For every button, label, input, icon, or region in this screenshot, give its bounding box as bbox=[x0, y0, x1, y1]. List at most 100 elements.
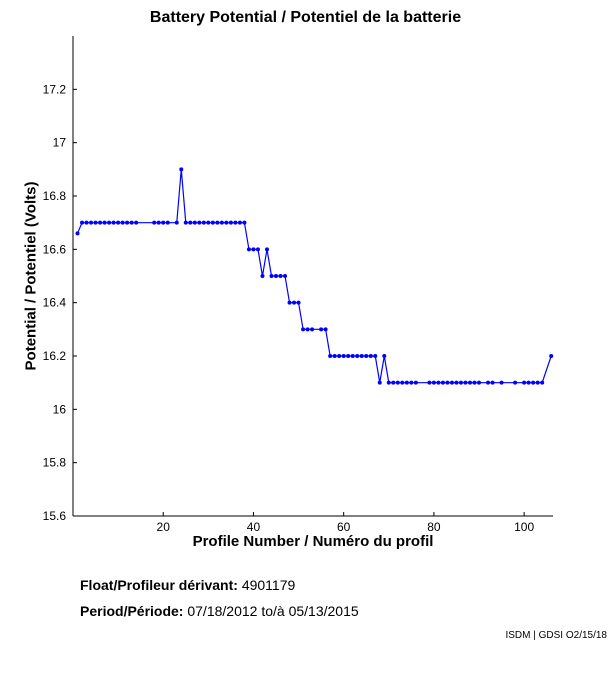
data-point bbox=[242, 220, 247, 225]
data-point bbox=[301, 327, 306, 332]
data-point bbox=[179, 167, 184, 172]
credit-text: ISDM | GDSI O2/15/18 bbox=[505, 630, 607, 641]
data-point bbox=[458, 380, 463, 385]
series-line bbox=[76, 169, 552, 384]
data-point bbox=[368, 354, 373, 358]
data-point bbox=[246, 247, 251, 252]
data-point bbox=[215, 220, 220, 225]
data-point bbox=[337, 354, 342, 358]
x-tick-label: 20 bbox=[157, 520, 171, 534]
data-point bbox=[440, 380, 445, 385]
data-point bbox=[436, 380, 441, 385]
data-point bbox=[499, 380, 504, 385]
data-point bbox=[278, 274, 283, 278]
data-point bbox=[89, 220, 94, 225]
period-info: Period/Période: 07/18/2012 to/à 05/13/20… bbox=[80, 603, 359, 619]
data-point bbox=[201, 220, 206, 225]
data-point bbox=[84, 220, 89, 225]
period-end: 05/13/2015 bbox=[288, 603, 359, 619]
data-point bbox=[80, 220, 85, 225]
data-point bbox=[260, 274, 265, 278]
data-point bbox=[310, 327, 315, 332]
data-point bbox=[413, 380, 418, 385]
data-point bbox=[382, 354, 387, 358]
chart-title: Battery Potential / Potentiel de la batt… bbox=[149, 9, 462, 26]
data-point bbox=[75, 231, 80, 236]
data-point bbox=[102, 220, 107, 225]
data-point bbox=[431, 380, 436, 385]
y-tick-label: 16.8 bbox=[43, 189, 67, 203]
data-point bbox=[332, 354, 337, 358]
data-point bbox=[467, 380, 472, 385]
data-point bbox=[549, 354, 554, 358]
y-tick-label: 15.6 bbox=[43, 509, 67, 523]
data-point bbox=[535, 380, 540, 385]
data-point bbox=[283, 274, 288, 278]
data-point bbox=[116, 220, 121, 225]
y-tick-label: 16.2 bbox=[43, 349, 67, 363]
period-sep: to/à bbox=[261, 603, 285, 619]
data-point bbox=[183, 220, 188, 225]
data-point bbox=[287, 300, 292, 305]
data-point bbox=[210, 220, 215, 225]
data-point bbox=[350, 354, 355, 358]
data-point bbox=[156, 220, 161, 225]
y-tick-label: 17.2 bbox=[43, 82, 67, 96]
y-tick-label: 17 bbox=[53, 136, 67, 150]
data-point bbox=[427, 380, 432, 385]
data-point bbox=[255, 247, 260, 252]
y-tick-label: 16 bbox=[53, 402, 67, 416]
float-info: Float/Profileur dérivant: 4901179 bbox=[80, 577, 295, 593]
data-point bbox=[111, 220, 116, 225]
y-tick-label: 15.8 bbox=[43, 456, 67, 470]
data-point bbox=[445, 380, 450, 385]
data-point bbox=[233, 220, 238, 225]
x-axis-label: Profile Number / Numéro du profil bbox=[192, 533, 434, 550]
data-point bbox=[98, 220, 103, 225]
data-point bbox=[296, 300, 301, 305]
data-point bbox=[224, 220, 229, 225]
data-point bbox=[319, 327, 324, 332]
data-point bbox=[486, 380, 491, 385]
data-point bbox=[472, 380, 477, 385]
float-value: 4901179 bbox=[241, 577, 296, 593]
data-point bbox=[274, 274, 279, 278]
data-point bbox=[346, 354, 351, 358]
y-axis-label: Potential / Potentiel (Volts) bbox=[22, 181, 40, 371]
data-point bbox=[292, 300, 297, 305]
data-point bbox=[174, 220, 179, 225]
y-tick-label: 16.6 bbox=[43, 242, 67, 256]
data-point bbox=[522, 380, 527, 385]
data-point bbox=[391, 380, 396, 385]
data-point bbox=[264, 247, 269, 252]
x-tick-label: 60 bbox=[337, 520, 351, 534]
x-tick-label: 80 bbox=[427, 520, 441, 534]
data-point bbox=[341, 354, 346, 358]
data-point bbox=[386, 380, 391, 385]
data-point bbox=[206, 220, 211, 225]
data-point bbox=[404, 380, 409, 385]
data-point bbox=[526, 380, 531, 385]
data-point bbox=[477, 380, 482, 385]
float-label: Float/Profileur dérivant: bbox=[80, 577, 238, 593]
period-start: 07/18/2012 bbox=[187, 603, 258, 619]
data-point bbox=[490, 380, 495, 385]
data-point bbox=[400, 380, 405, 385]
data-point bbox=[449, 380, 454, 385]
data-point bbox=[364, 354, 369, 358]
data-point bbox=[305, 327, 310, 332]
data-point bbox=[93, 220, 98, 225]
data-point bbox=[513, 380, 518, 385]
data-point bbox=[323, 327, 328, 332]
period-label: Period/Période: bbox=[80, 603, 184, 619]
x-tick-label: 40 bbox=[247, 520, 261, 534]
data-point bbox=[359, 354, 364, 358]
data-point bbox=[540, 380, 545, 385]
y-tick-label: 16.4 bbox=[43, 296, 67, 310]
data-point bbox=[395, 380, 400, 385]
x-tick-label: 100 bbox=[514, 520, 534, 534]
data-point bbox=[355, 354, 360, 358]
data-point bbox=[237, 220, 242, 225]
